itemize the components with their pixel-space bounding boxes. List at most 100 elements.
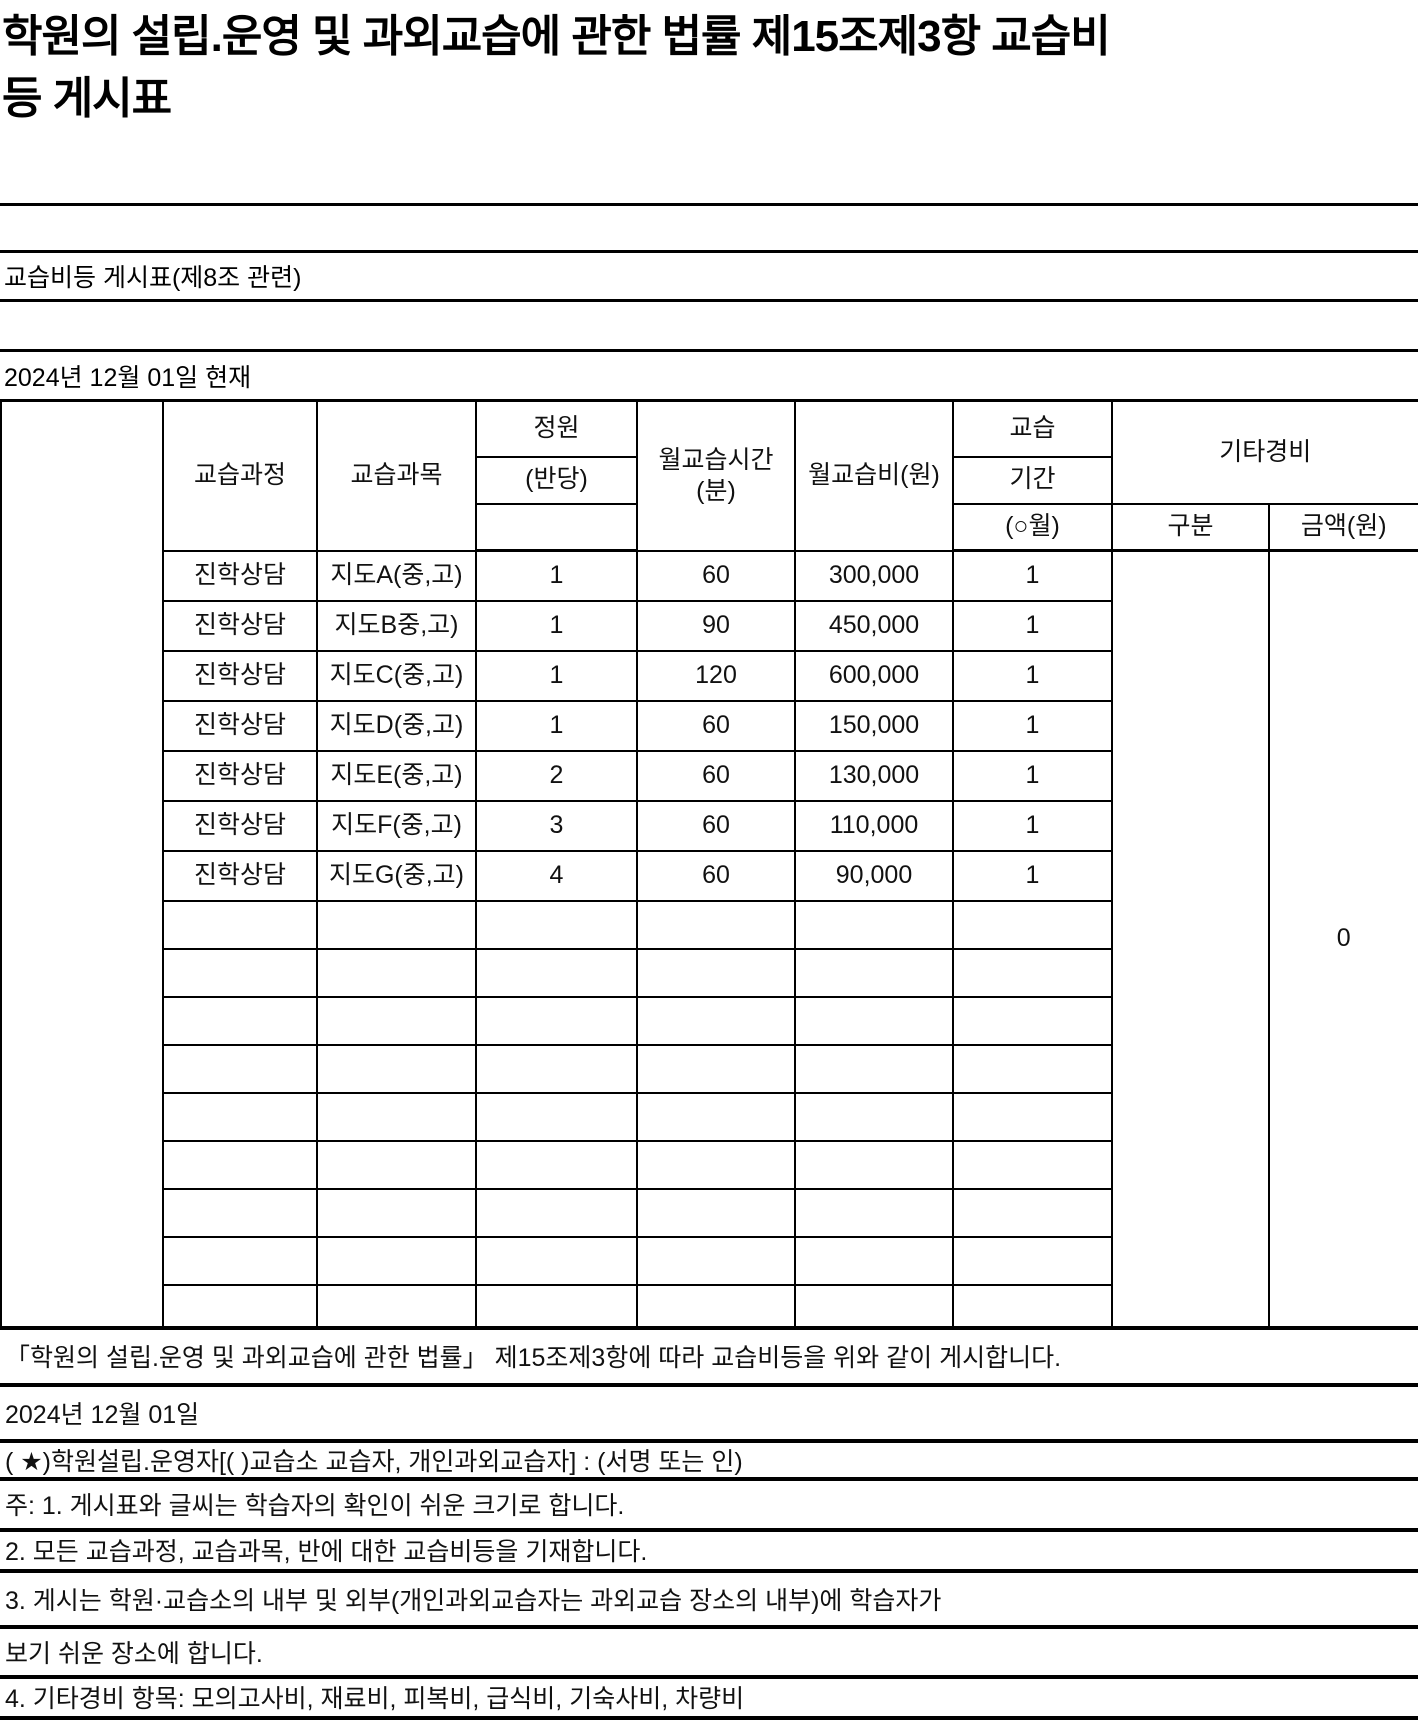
col-header-period-2: 기간	[952, 455, 1113, 505]
note-text-2: 2. 모든 교습과정, 교습과목, 반에 대한 교습비등을 기재합니다.	[5, 1538, 648, 1566]
cell-fee: 450,000	[794, 599, 954, 652]
cell-subject: 지도B중,고)	[316, 599, 477, 652]
cell-capacity: 1	[475, 649, 638, 702]
note-row: 3. 게시는 학원·교습소의 내부 및 외부(개인과외교습자는 과외교습 장소의…	[0, 1568, 1418, 1625]
cell-period: 1	[952, 549, 1113, 602]
note-text-3b: 보기 쉬운 장소에 합니다.	[5, 1639, 263, 1668]
col-header-capacity: 정원	[475, 399, 638, 458]
other-expenses-amount-cell: 0	[1267, 549, 1418, 1329]
cell-minutes: 60	[636, 549, 796, 602]
empty-row	[1, 1187, 1418, 1238]
cell-period: 1	[952, 599, 1113, 652]
col-header-subject: 교습과목	[316, 399, 477, 552]
as-of-date-row: 2024년 12월 01일 현재	[0, 349, 1418, 399]
date-text: 2024년 12월 01일	[5, 1400, 200, 1429]
cell-minutes: 90	[636, 599, 796, 652]
cell-capacity: 1	[475, 599, 638, 652]
cell-fee: 90,000	[794, 849, 954, 902]
cell-minutes: 60	[636, 699, 796, 752]
spacer-row	[0, 203, 1418, 250]
page-title: 학원의 설립.운영 및 과외교습에 관한 법률 제15조제3항 교습비 등 게시…	[2, 6, 1418, 130]
table-row: 진학상담 지도B중,고) 1 90 450,000 1	[1, 599, 1418, 652]
table-row: 진학상담 지도E(중,고) 2 60 130,000 1	[1, 749, 1418, 802]
col-header-period-unit: (○월)	[952, 502, 1113, 552]
declaration-text: 「학원의 설립.운영 및 과외교습에 관한 법률」 제15조제3항에 따라 교습…	[5, 1344, 1062, 1372]
cell-fee: 150,000	[794, 699, 954, 752]
col-header-period-1: 교습	[952, 399, 1113, 458]
signature-row: ( ★)학원설립.운영자[( )교습소 교습자, 개인과외교습자] : (서명 …	[0, 1438, 1418, 1477]
col-header-other-type: 구분	[1111, 502, 1270, 552]
empty-row	[1, 947, 1418, 998]
cell-course: 진학상담	[162, 799, 318, 852]
subtitle-text: 교습비등 게시표(제8조 관련)	[4, 264, 302, 292]
note-row: 주: 1. 게시표와 글씨는 학습자의 확인이 쉬운 크기로 합니다.	[0, 1476, 1418, 1528]
cell-capacity: 2	[475, 749, 638, 802]
cell-capacity: 3	[475, 799, 638, 852]
page-title-line1: 학원의 설립.운영 및 과외교습에 관한 법률 제15조제3항 교습비	[2, 12, 1111, 61]
cell-subject: 지도A(중,고)	[316, 549, 477, 602]
table-row: 진학상담 지도C(중,고) 1 120 600,000 1	[1, 649, 1418, 702]
fee-table: 교습과정 교습과목 정원 월교습시간 (분) 월교습비(원) 교습 기타경비 (…	[0, 399, 1418, 1330]
note-row: 2. 모든 교습과정, 교습과목, 반에 대한 교습비등을 기재합니다.	[0, 1527, 1418, 1569]
cell-fee: 130,000	[794, 749, 954, 802]
row-label-column	[0, 399, 164, 1329]
col-header-monthly-time: 월교습시간 (분)	[636, 399, 796, 552]
table-row: 진학상담 지도A(중,고) 1 60 300,000 1 0	[1, 549, 1418, 1329]
cell-capacity: 1	[475, 549, 638, 602]
col-header-capacity-blank	[475, 502, 638, 552]
note-text-1: 주: 1. 게시표와 글씨는 학습자의 확인이 쉬운 크기로 합니다.	[5, 1492, 625, 1520]
cell-capacity: 4	[475, 849, 638, 902]
note-text-3: 3. 게시는 학원·교습소의 내부 및 외부(개인과외교습자는 과외교습 장소의…	[5, 1586, 942, 1615]
cell-minutes: 60	[636, 749, 796, 802]
empty-row	[1, 995, 1418, 1046]
cell-fee: 110,000	[794, 799, 954, 852]
cell-period: 1	[952, 849, 1113, 902]
cell-course: 진학상담	[162, 699, 318, 752]
header-row-1: 교습과정 교습과목 정원 월교습시간 (분) 월교습비(원) 교습 기타경비	[0, 399, 1418, 1329]
date-row: 2024년 12월 01일	[0, 1382, 1418, 1439]
empty-row	[1, 1043, 1418, 1094]
col-header-capacity-unit: (반당)	[475, 455, 638, 505]
cell-course: 진학상담	[162, 749, 318, 802]
col-header-monthly-fee: 월교습비(원)	[794, 399, 954, 552]
page-title-line2: 등 게시표	[2, 74, 172, 123]
title-block: 학원의 설립.운영 및 과외교습에 관한 법률 제15조제3항 교습비 등 게시…	[0, 0, 1418, 203]
note-row: 보기 쉬운 장소에 합니다.	[0, 1624, 1418, 1675]
empty-row	[1, 1139, 1418, 1190]
table-row: 진학상담 지도F(중,고) 3 60 110,000 1	[1, 799, 1418, 852]
as-of-date-text: 2024년 12월 01일 현재	[4, 363, 252, 392]
cell-period: 1	[952, 749, 1113, 802]
signature-text: ( ★)학원설립.운영자[( )교습소 교습자, 개인과외교습자] : (서명 …	[5, 1447, 743, 1476]
cell-period: 1	[952, 799, 1113, 852]
subtitle-row: 교습비등 게시표(제8조 관련)	[0, 250, 1418, 299]
header-row-3: (○월) 구분 금액(원)	[1, 502, 1418, 552]
table-row: 진학상담 지도G(중,고) 4 60 90,000 1	[1, 849, 1418, 902]
cell-period: 1	[952, 649, 1113, 702]
cell-subject: 지도D(중,고)	[316, 699, 477, 752]
cell-subject: 지도E(중,고)	[316, 749, 477, 802]
cell-fee: 600,000	[794, 649, 954, 702]
cell-fee: 300,000	[794, 549, 954, 602]
empty-row	[1, 1091, 1418, 1142]
col-header-other-amount: 금액(원)	[1267, 502, 1418, 552]
cell-course: 진학상담	[162, 849, 318, 902]
cell-capacity: 1	[475, 699, 638, 752]
declaration-row: 「학원의 설립.운영 및 과외교습에 관한 법률」 제15조제3항에 따라 교습…	[0, 1330, 1418, 1383]
other-expenses-type-cell	[1111, 549, 1270, 1329]
note-text-4: 4. 기타경비 항목: 모의고사비, 재료비, 피복비, 급식비, 기숙사비, …	[5, 1685, 745, 1713]
cell-subject: 지도C(중,고)	[316, 649, 477, 702]
col-header-course: 교습과정	[162, 399, 318, 552]
empty-row	[1, 1235, 1418, 1286]
cell-subject: 지도G(중,고)	[316, 849, 477, 902]
cell-period: 1	[952, 699, 1113, 752]
cell-minutes: 120	[636, 649, 796, 702]
spacer-row	[0, 299, 1418, 349]
empty-row	[1, 1283, 1418, 1329]
cell-course: 진학상담	[162, 649, 318, 702]
cell-course: 진학상담	[162, 599, 318, 652]
empty-row	[1, 899, 1418, 950]
table-row: 진학상담 지도D(중,고) 1 60 150,000 1	[1, 699, 1418, 752]
cell-subject: 지도F(중,고)	[316, 799, 477, 852]
cell-minutes: 60	[636, 799, 796, 852]
note-row: 4. 기타경비 항목: 모의고사비, 재료비, 피복비, 급식비, 기숙사비, …	[0, 1674, 1418, 1720]
